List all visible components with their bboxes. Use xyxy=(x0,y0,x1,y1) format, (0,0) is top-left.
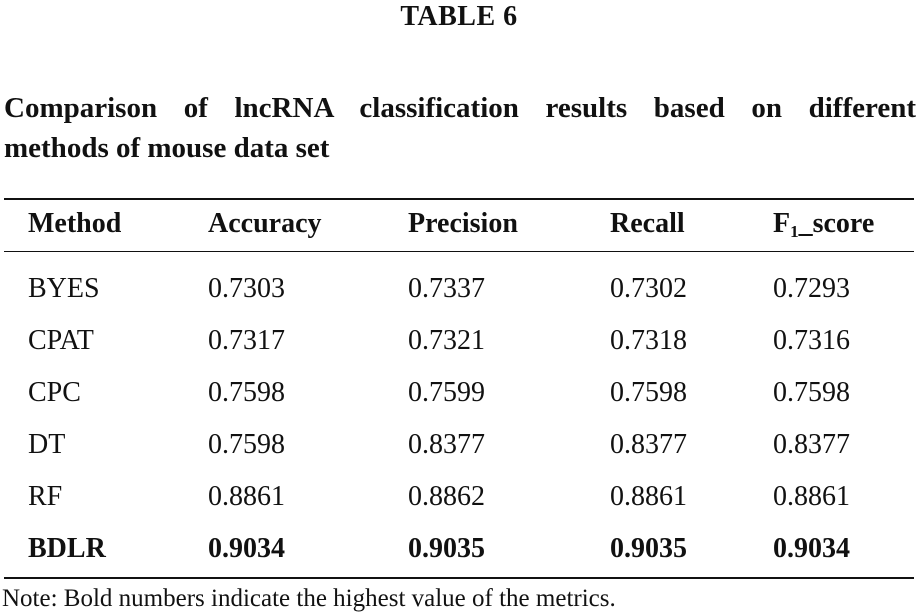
table-row: RF 0.8861 0.8862 0.8861 0.8861 xyxy=(0,477,918,517)
cell-recall: 0.7598 xyxy=(610,377,687,408)
cell-accuracy: 0.9034 xyxy=(208,533,285,564)
cell-precision: 0.9035 xyxy=(408,533,485,564)
cell-precision: 0.7337 xyxy=(408,273,485,304)
cell-accuracy: 0.7598 xyxy=(208,377,285,408)
cell-accuracy: 0.7317 xyxy=(208,325,285,356)
cell-recall: 0.7318 xyxy=(610,325,687,356)
cell-f1-score: 0.9034 xyxy=(773,533,850,564)
header-f1-subscript: 1 xyxy=(790,222,799,241)
cell-f1-score: 0.8861 xyxy=(773,481,850,512)
cell-method: BDLR xyxy=(28,533,106,564)
header-f1-score: F1_score xyxy=(773,204,874,244)
cell-recall: 0.8861 xyxy=(610,481,687,512)
header-method: Method xyxy=(28,208,122,239)
caption-line-1: Comparison of lncRNA classification resu… xyxy=(4,92,916,124)
header-precision: Precision xyxy=(408,208,518,239)
cell-f1-score: 0.7598 xyxy=(773,377,850,408)
cell-recall: 0.7302 xyxy=(610,273,687,304)
cell-precision: 0.8377 xyxy=(408,429,485,460)
cell-accuracy: 0.7303 xyxy=(208,273,285,304)
table-row: CPC 0.7598 0.7599 0.7598 0.7598 xyxy=(0,373,918,413)
table-footnote: Note: Bold numbers indicate the highest … xyxy=(2,585,616,612)
cell-method: CPC xyxy=(28,377,81,408)
cell-accuracy: 0.8861 xyxy=(208,481,285,512)
header-f1-suffix: _score xyxy=(798,208,875,239)
cell-f1-score: 0.8377 xyxy=(773,429,850,460)
table-bottom-rule xyxy=(4,577,914,579)
cell-recall: 0.9035 xyxy=(610,533,687,564)
cell-f1-score: 0.7293 xyxy=(773,273,850,304)
cell-method: BYES xyxy=(28,273,100,304)
cell-accuracy: 0.7598 xyxy=(208,429,285,460)
table-header-row: Method Accuracy Precision Recall F1_scor… xyxy=(0,204,918,244)
table-header-rule xyxy=(4,251,914,252)
cell-method: RF xyxy=(28,481,63,512)
cell-recall: 0.8377 xyxy=(610,429,687,460)
table-caption: Comparison of lncRNA classification resu… xyxy=(4,88,916,168)
cell-precision: 0.8862 xyxy=(408,481,485,512)
table-top-rule xyxy=(4,198,914,200)
cell-method: DT xyxy=(28,429,66,460)
caption-line-2: methods of mouse data set xyxy=(4,132,330,164)
header-f1-prefix: F xyxy=(773,208,791,239)
table-row: DT 0.7598 0.8377 0.8377 0.8377 xyxy=(0,425,918,465)
table-number: TABLE 6 xyxy=(400,1,518,32)
header-accuracy: Accuracy xyxy=(208,208,322,239)
table-row: BYES 0.7303 0.7337 0.7302 0.7293 xyxy=(0,269,918,309)
header-recall: Recall xyxy=(610,208,685,239)
cell-f1-score: 0.7316 xyxy=(773,325,850,356)
cell-precision: 0.7599 xyxy=(408,377,485,408)
table-row: CPAT 0.7317 0.7321 0.7318 0.7316 xyxy=(0,321,918,361)
table-row-best: BDLR 0.9034 0.9035 0.9035 0.9034 xyxy=(0,529,918,569)
cell-precision: 0.7321 xyxy=(408,325,485,356)
cell-method: CPAT xyxy=(28,325,94,356)
